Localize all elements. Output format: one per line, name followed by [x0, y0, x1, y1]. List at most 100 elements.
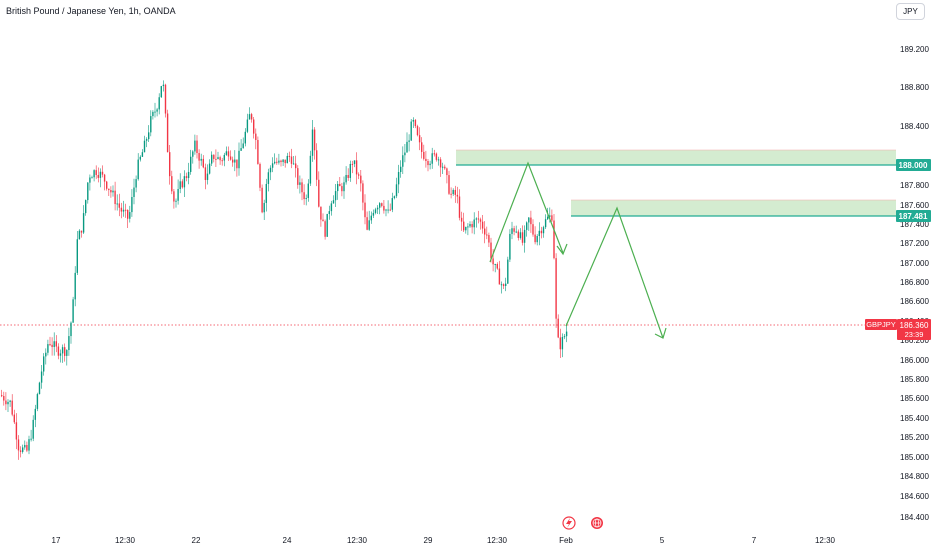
candle: [406, 132, 408, 153]
candle: [511, 221, 513, 240]
upper-resistance-zone[interactable]: [456, 150, 896, 165]
candle: [26, 441, 28, 453]
candle: [435, 152, 438, 162]
candle: [156, 107, 158, 117]
candle: [410, 118, 412, 142]
candle: [194, 134, 196, 155]
candle: [523, 225, 526, 253]
candle: [307, 179, 309, 202]
candle: [255, 128, 257, 150]
candle: [217, 151, 219, 160]
candle: [68, 327, 70, 356]
candle: [208, 159, 211, 175]
candle: [311, 119, 314, 162]
candle: [364, 194, 366, 225]
candle: [536, 234, 538, 246]
candle: [133, 178, 135, 205]
candle: [51, 337, 53, 356]
candle: [38, 381, 41, 395]
candle: [381, 202, 383, 208]
candle: [206, 164, 209, 185]
time-tick-label: 12:30: [815, 536, 836, 545]
candle: [43, 353, 45, 376]
time-tick-label: 29: [424, 536, 433, 545]
price-tick-label: 186.800: [900, 278, 929, 287]
candle: [458, 189, 461, 221]
price-tick-label: 189.200: [900, 45, 929, 54]
candle: [412, 117, 414, 129]
candle: [389, 203, 391, 212]
candle: [95, 165, 97, 180]
candle: [36, 392, 39, 412]
candle: [227, 146, 230, 161]
candle: [280, 159, 282, 167]
candle: [408, 134, 410, 152]
candle: [431, 147, 433, 169]
candle: [49, 336, 51, 347]
candle: [87, 181, 89, 204]
candle: [337, 180, 339, 200]
globe-icon[interactable]: [591, 517, 603, 529]
candle: [372, 209, 375, 219]
lower-resistance-zone[interactable]: [571, 200, 896, 216]
candles-layer: [1, 80, 568, 460]
candle: [534, 226, 536, 245]
candle: [213, 154, 215, 163]
price-axis[interactable]: 189.200 188.800 188.400 188.000 187.800 187.6…: [900, 45, 929, 522]
candle: [295, 155, 297, 178]
arrowhead-icon: [654, 327, 667, 339]
candle: [118, 193, 120, 217]
price-tick-label: 186.000: [900, 356, 929, 365]
price-tick-label: 185.400: [900, 414, 929, 423]
candle: [299, 175, 301, 194]
candle: [439, 157, 442, 177]
candle: [397, 164, 400, 194]
candle: [551, 209, 553, 222]
candle: [108, 188, 110, 197]
candle: [169, 145, 171, 185]
currency-button[interactable]: JPY: [896, 3, 925, 20]
event-icons[interactable]: [562, 516, 603, 530]
candle: [34, 404, 36, 428]
candle: [64, 343, 66, 362]
candle: [40, 365, 43, 389]
candle: [395, 177, 398, 199]
candle: [301, 178, 303, 201]
candle: [143, 135, 146, 153]
candle: [421, 137, 423, 159]
time-tick-label: 17: [52, 536, 61, 545]
candle: [563, 334, 566, 340]
candle: [446, 167, 448, 184]
candle: [229, 150, 232, 161]
candle: [185, 172, 188, 182]
candle: [267, 168, 270, 192]
time-axis[interactable]: 17 12:30 22 24 12:30 29 12:30 Feb 5 7 12:30: [52, 536, 836, 545]
candle: [496, 262, 498, 270]
candle: [257, 136, 259, 165]
countdown-text: 23:39: [905, 330, 924, 339]
candle: [80, 230, 83, 238]
candle: [261, 184, 263, 214]
candle: [112, 185, 114, 197]
candle: [120, 202, 123, 219]
price-tick-label: 184.800: [900, 472, 929, 481]
lightning-icon[interactable]: [562, 516, 576, 530]
symbol-label: [865, 319, 897, 330]
candle: [59, 349, 62, 363]
candle: [124, 203, 127, 218]
candle: [19, 446, 22, 458]
price-tick-label: 186.200: [900, 336, 929, 345]
level-price-label: [896, 210, 931, 222]
price-tick-label: 187.200: [900, 239, 929, 248]
candle: [158, 93, 160, 115]
candle: [190, 149, 192, 175]
candle: [93, 169, 95, 182]
candle: [368, 210, 370, 231]
candle: [259, 162, 261, 192]
candle: [322, 213, 324, 222]
candle: [223, 152, 225, 167]
candle: [559, 328, 561, 358]
candle: [70, 321, 72, 344]
candle: [238, 142, 240, 176]
